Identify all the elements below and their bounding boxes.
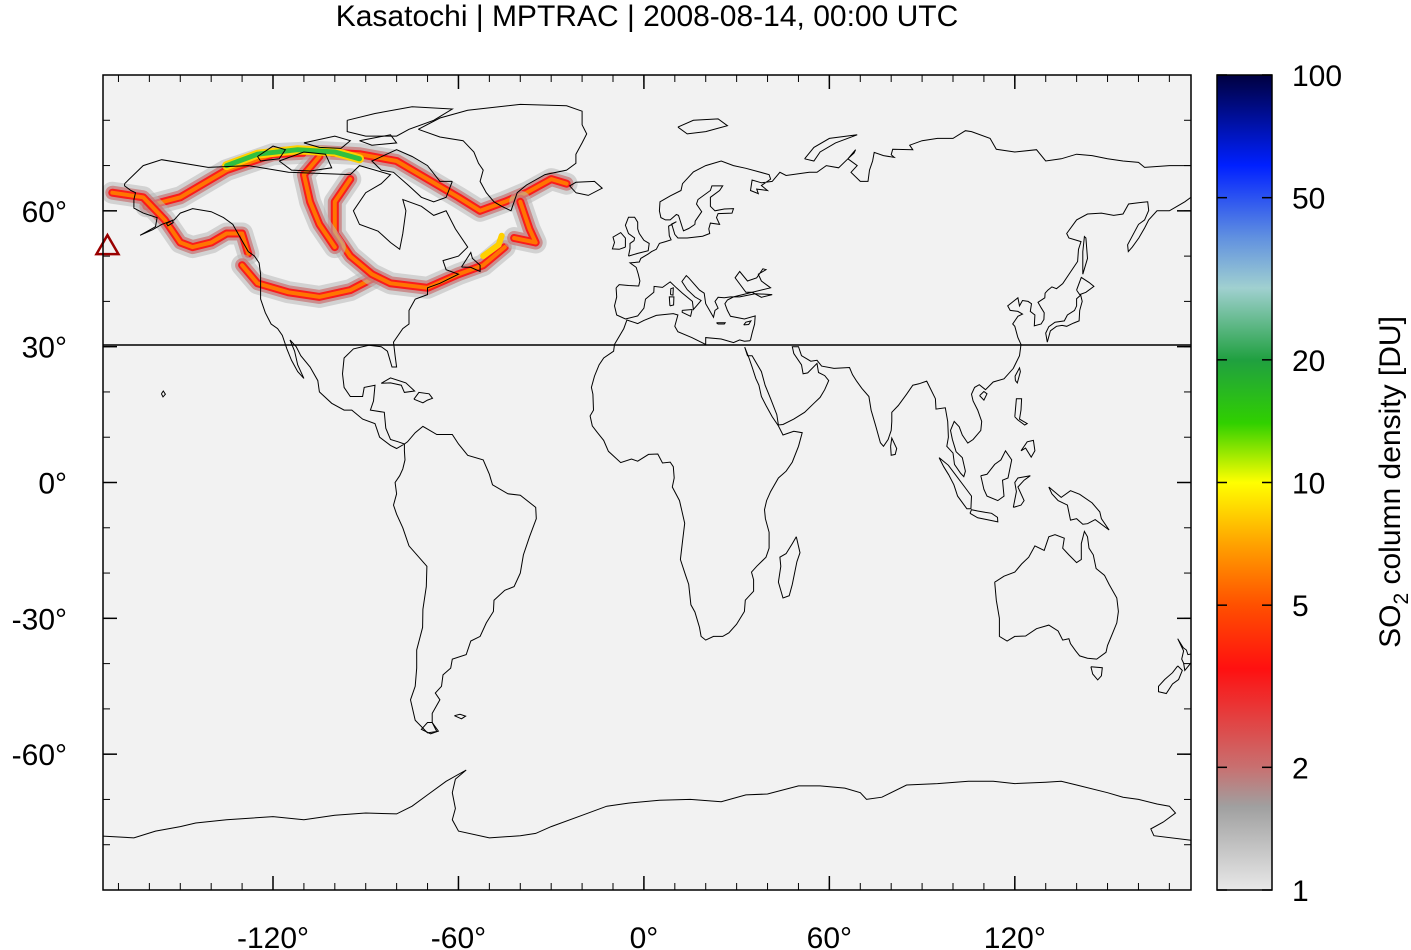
y-tick-label: 60° xyxy=(22,196,67,229)
coastline-australia xyxy=(994,530,1119,660)
colorbar-tick-label: 2 xyxy=(1292,752,1309,785)
coastline-svalbard xyxy=(677,118,729,135)
colorbar-tick-label: 1 xyxy=(1292,875,1309,908)
coastline-ellesmere xyxy=(346,106,454,137)
plume-filament xyxy=(110,190,251,256)
x-axis: -120° -60° 0° 60° 120° xyxy=(237,75,1046,950)
figure-title: Kasatochi | MPTRAC | 2008-08-14, 00:00 U… xyxy=(336,0,959,33)
coastline-java xyxy=(969,509,999,523)
coastlines xyxy=(103,103,1191,841)
volcano-marker-icon xyxy=(94,232,121,256)
x-tick-label: -60° xyxy=(431,922,486,950)
y-tick-label: -30° xyxy=(12,603,67,636)
plume-filament xyxy=(512,199,538,245)
coastline-victoria-island xyxy=(278,151,333,172)
colorbar-label: SO2 column density [DU] xyxy=(1374,316,1411,648)
x-tick-label: 120° xyxy=(984,922,1046,950)
coastline-arctic-islands xyxy=(303,135,352,149)
coastline-hokkaido xyxy=(1076,276,1095,296)
colorbar-ticks: 1 2 5 10 20 50 100 xyxy=(1217,60,1342,908)
y-tick-label: 30° xyxy=(22,332,67,365)
coastline-tasmania xyxy=(1090,666,1103,681)
x-tick-label: -120° xyxy=(237,922,309,950)
coastline-sakhalin xyxy=(1082,235,1089,275)
coastline-eurasia xyxy=(589,130,1191,641)
coastline-africa-madagascar xyxy=(777,536,801,599)
coastline-falklands xyxy=(454,713,467,720)
coastline-borneo xyxy=(980,449,1013,502)
coastline-greenland xyxy=(418,103,588,212)
plume-filament xyxy=(332,177,507,290)
colorbar-tick-label: 100 xyxy=(1292,60,1342,93)
plume-filament xyxy=(240,263,374,299)
y-tick-label: 0° xyxy=(38,468,67,501)
colorbar-tick-label: 20 xyxy=(1292,345,1325,378)
coastline-ireland xyxy=(611,231,626,250)
coastline-cyprus xyxy=(743,320,752,326)
so2-plume xyxy=(103,141,578,308)
coastline-tierra-del-fuego xyxy=(420,722,440,735)
coastline-taiwan xyxy=(1014,366,1021,384)
coastline-north-america xyxy=(124,159,469,450)
coastline-baffin xyxy=(371,149,453,203)
coastline-hainan xyxy=(979,390,988,401)
coastline-novaya-zemlya xyxy=(804,134,858,162)
coastline-hispaniola xyxy=(413,391,434,404)
y-tick-label: -60° xyxy=(12,739,67,772)
coastline-hawaii xyxy=(160,390,167,398)
coastline-philippines-mindanao xyxy=(1020,439,1036,459)
coastline-new-zealand-south xyxy=(1158,665,1183,695)
coastline-sumatra xyxy=(938,457,973,510)
coastline-sulawesi xyxy=(1012,475,1031,508)
plume-core xyxy=(480,232,505,260)
coastline-devon-island xyxy=(359,134,398,146)
coastline-japan xyxy=(1045,294,1083,343)
colorbar-tick-label: 50 xyxy=(1292,183,1325,216)
x-tick-label: 0° xyxy=(630,922,659,950)
plume-core-peak xyxy=(224,147,362,169)
coastline-great-britain xyxy=(624,216,650,257)
coastline-antarctica xyxy=(103,769,1191,841)
coastline-new-zealand-north xyxy=(1177,638,1191,672)
x-tick-label: 60° xyxy=(807,922,852,950)
coastline-banks-island xyxy=(257,145,287,162)
coastline-south-america xyxy=(392,425,537,734)
plume-filament xyxy=(301,154,337,250)
coastline-cuba xyxy=(380,377,416,393)
colorbar-tick-label: 5 xyxy=(1292,590,1309,623)
coastline-iceland xyxy=(568,180,604,196)
coastline-kodiak xyxy=(165,219,174,227)
coastline-new-guinea xyxy=(1048,486,1110,531)
coastline-philippines-luzon xyxy=(1014,398,1029,426)
coastline-sardinia xyxy=(668,296,675,307)
map-background xyxy=(103,75,1191,890)
coastline-corsica xyxy=(670,287,674,296)
colorbar-tick-label: 10 xyxy=(1292,468,1325,501)
coastline-sri-lanka xyxy=(890,436,898,456)
y-axis: 60° 30° 0° -30° -60° xyxy=(12,196,1191,772)
coastline-newfoundland xyxy=(461,251,481,273)
coastline-sicily xyxy=(681,308,693,318)
coastline-crete xyxy=(716,322,727,325)
